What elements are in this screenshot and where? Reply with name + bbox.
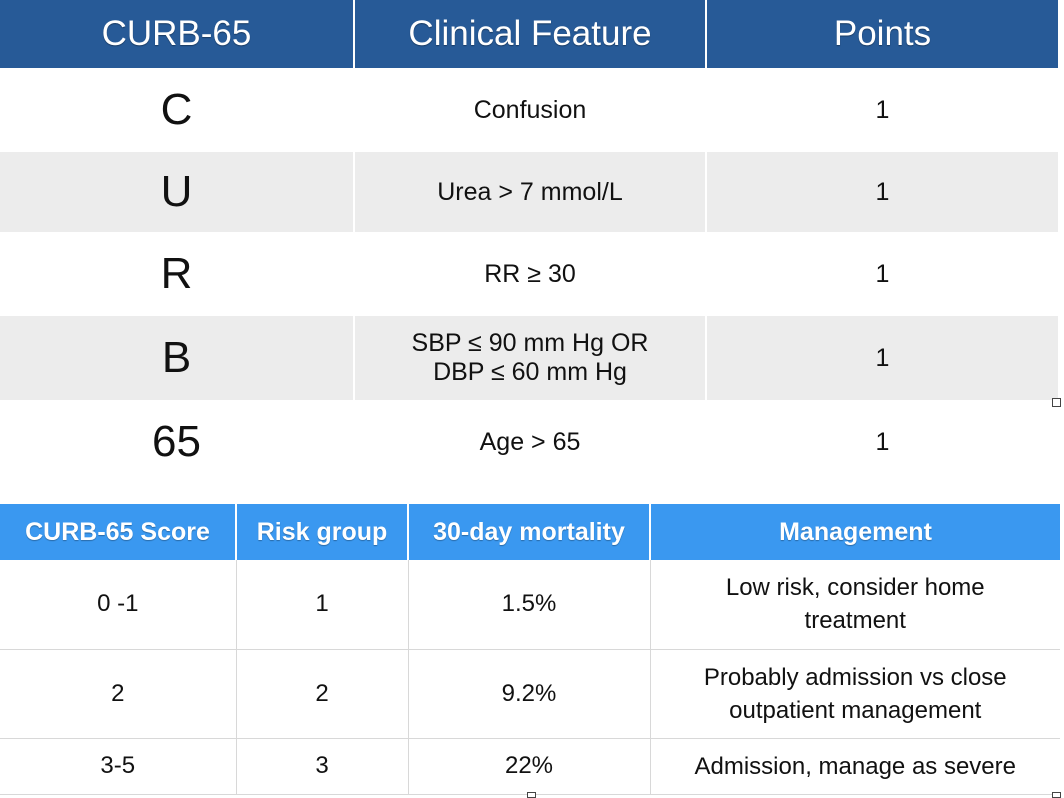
criterion-feature: Age > 65 [354,400,707,484]
management-cell: Probably admission vs close outpatient m… [650,649,1060,739]
table-row: 2 2 9.2% Probably admission vs close out… [0,649,1060,739]
criterion-feature: SBP ≤ 90 mm Hg OR DBP ≤ 60 mm Hg [354,316,707,400]
resize-handle [1052,398,1061,407]
criterion-feature: RR ≥ 30 [354,232,707,316]
criterion-points: 1 [706,152,1058,232]
header-management: Management [650,504,1060,560]
criterion-letter: R [0,232,355,316]
criterion-points: 1 [706,68,1058,152]
management-cell: Low risk, consider home treatment [650,560,1060,650]
curb65-score-table: CURB-65 Score Risk group 30-day mortalit… [0,504,1060,795]
feature-line: SBP ≤ 90 mm Hg OR [411,329,649,357]
table-row: 0 -1 1 1.5% Low risk, consider home trea… [0,560,1060,650]
header-mortality: 30-day mortality [408,504,651,560]
criterion-feature: Confusion [354,68,707,152]
header-points: Points [706,0,1058,68]
curb65-criteria-table: CURB-65 Clinical Feature Points C Confus… [0,0,1058,484]
score-cell: 3-5 [0,738,237,795]
table-row: R RR ≥ 30 1 [0,232,1058,316]
criterion-letter: U [0,152,355,232]
criteria-header-row: CURB-65 Clinical Feature Points [0,0,1058,68]
resize-handle [527,792,536,798]
table-row: 65 Age > 65 1 [0,400,1058,484]
management-line: Low risk, consider home [725,574,985,602]
criterion-points: 1 [706,232,1058,316]
criterion-points: 1 [706,316,1058,400]
criterion-letter: B [0,316,355,400]
mortality-cell: 9.2% [408,649,651,739]
criterion-letter: 65 [0,400,355,484]
mortality-cell: 22% [408,738,651,795]
criterion-letter: C [0,68,355,152]
management-line: treatment [804,607,906,635]
management-line: Probably admission vs close [703,663,1007,691]
header-clinical-feature: Clinical Feature [354,0,707,68]
management-cell: Admission, manage as severe [650,738,1060,795]
criterion-points: 1 [706,400,1058,484]
table-row: U Urea > 7 mmol/L 1 [0,152,1058,232]
feature-line: DBP ≤ 60 mm Hg [433,358,627,386]
score-cell: 2 [0,649,237,739]
header-risk-group: Risk group [236,504,409,560]
resize-handle [1052,792,1061,798]
mortality-cell: 1.5% [408,560,651,650]
score-cell: 0 -1 [0,560,237,650]
header-score: CURB-65 Score [0,504,237,560]
criterion-feature: Urea > 7 mmol/L [354,152,707,232]
table-row: C Confusion 1 [0,68,1058,152]
risk-cell: 3 [236,738,409,795]
risk-cell: 2 [236,649,409,739]
risk-cell: 1 [236,560,409,650]
table-row: B SBP ≤ 90 mm Hg OR DBP ≤ 60 mm Hg 1 [0,316,1058,400]
score-header-row: CURB-65 Score Risk group 30-day mortalit… [0,504,1060,560]
management-line: outpatient management [729,696,982,724]
table-row: 3-5 3 22% Admission, manage as severe [0,738,1060,795]
header-curb65: CURB-65 [0,0,355,68]
